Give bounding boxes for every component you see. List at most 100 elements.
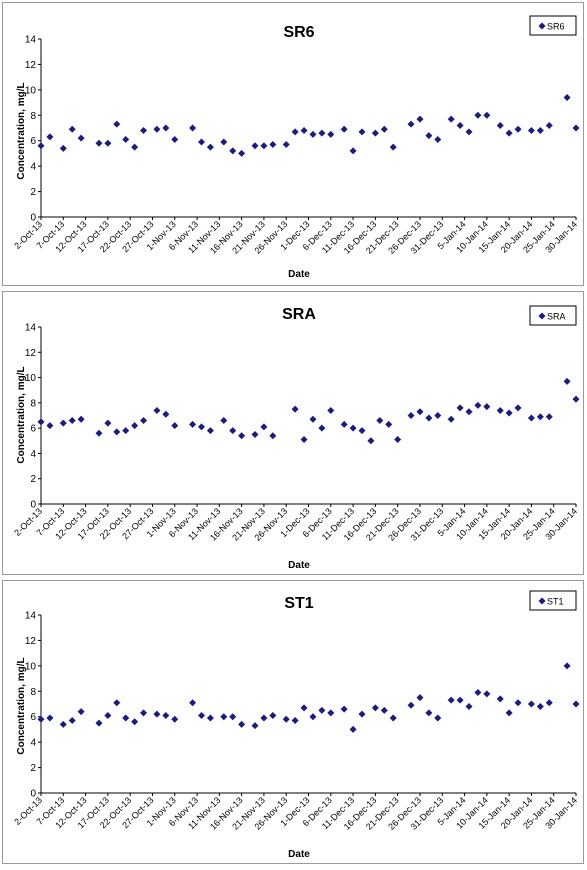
data-point: [563, 662, 571, 670]
data-point: [309, 415, 317, 423]
y-tick-label: 12: [25, 636, 37, 647]
y-tick-label: 2: [30, 474, 36, 485]
data-point: [425, 132, 433, 140]
data-point: [367, 437, 375, 445]
legend-marker-diamond-icon: [538, 22, 546, 30]
chart-title: SRA: [282, 306, 316, 323]
data-point: [309, 713, 317, 721]
data-point: [122, 427, 130, 435]
data-point: [572, 700, 580, 708]
y-tick-label: 0: [30, 213, 36, 224]
data-point: [162, 711, 170, 719]
data-point: [389, 143, 397, 151]
data-point: [434, 412, 442, 419]
data-point: [358, 710, 366, 718]
data-point: [447, 115, 455, 123]
data-point: [474, 689, 482, 697]
data-point: [162, 410, 170, 418]
data-point: [483, 403, 491, 411]
y-tick-label: 14: [25, 323, 37, 334]
data-point: [269, 141, 277, 149]
data-point: [95, 139, 103, 147]
data-point: [189, 124, 197, 132]
y-tick-label: 4: [30, 162, 36, 173]
y-tick-label: 10: [25, 661, 37, 672]
data-point: [483, 111, 491, 119]
data-point: [291, 405, 299, 413]
y-tick-label: 12: [25, 348, 37, 359]
y-tick-label: 10: [25, 85, 37, 96]
data-point: [563, 377, 571, 385]
data-point: [77, 134, 85, 142]
data-point: [563, 93, 571, 101]
legend-marker-diamond-icon: [538, 312, 546, 320]
y-tick-label: 8: [30, 111, 36, 122]
data-point: [37, 142, 45, 150]
data-point: [251, 142, 259, 150]
chart-svg-st1: ST1 Concentration, mg/L Date ST1 0 2 4 6 8 10…: [12, 590, 580, 860]
y-tick-label: 2: [30, 187, 36, 198]
y-tick-label: 0: [30, 500, 36, 511]
plot-area: 024681012142-Oct-137-Oct-1312-Oct-1317-O…: [12, 35, 580, 256]
data-point: [340, 705, 348, 713]
data-point: [465, 408, 473, 416]
y-tick-label: 4: [30, 738, 36, 749]
data-point: [349, 424, 357, 432]
x-axis-label: Date: [288, 560, 310, 571]
data-point: [229, 147, 237, 155]
data-point: [153, 710, 161, 718]
data-point: [59, 419, 67, 427]
y-tick-label: 12: [25, 60, 37, 71]
legend-label: SRA: [547, 312, 566, 322]
data-point: [416, 694, 424, 702]
y-tick-label: 2: [30, 763, 36, 774]
data-point: [465, 128, 473, 136]
data-point: [545, 699, 553, 707]
data-point: [113, 120, 121, 128]
data-point: [465, 703, 473, 711]
data-point: [545, 121, 553, 129]
data-point: [327, 709, 335, 717]
data-point: [122, 714, 130, 722]
chart-title: ST1: [284, 595, 313, 612]
data-point: [536, 127, 544, 135]
legend-label: ST1: [547, 597, 564, 607]
data-point: [300, 127, 308, 135]
data-point: [456, 696, 464, 704]
data-point: [104, 711, 112, 719]
data-point: [496, 406, 504, 414]
data-point: [536, 703, 544, 711]
data-point: [162, 124, 170, 132]
y-tick-label: 6: [30, 424, 36, 435]
data-point: [68, 417, 76, 425]
data-point: [527, 414, 535, 422]
y-tick-label: 6: [30, 712, 36, 723]
data-point: [104, 139, 112, 147]
data-point: [131, 143, 139, 151]
data-point: [59, 144, 67, 152]
x-axis-label: Date: [288, 269, 310, 280]
data-point: [229, 713, 237, 721]
data-point: [122, 135, 130, 143]
data-point: [260, 142, 268, 150]
data-point: [269, 432, 277, 440]
data-point: [95, 719, 103, 727]
data-point: [349, 147, 357, 155]
data-point: [37, 418, 45, 426]
data-point: [300, 436, 308, 444]
data-point: [77, 708, 85, 716]
data-point: [260, 423, 268, 431]
data-point: [59, 720, 67, 728]
y-axis-label: Concentration, mg/L: [16, 657, 27, 754]
data-point: [131, 422, 139, 430]
data-point: [198, 423, 205, 431]
plot-area: 024681012142-Oct-137-Oct-1312-Oct-1317-O…: [12, 611, 580, 832]
data-point: [447, 696, 455, 704]
data-point: [380, 706, 388, 714]
y-tick-label: 8: [30, 398, 36, 409]
data-point: [407, 412, 415, 419]
data-point: [505, 409, 513, 417]
data-point: [371, 129, 379, 137]
data-point: [496, 121, 504, 129]
data-point: [327, 406, 335, 414]
